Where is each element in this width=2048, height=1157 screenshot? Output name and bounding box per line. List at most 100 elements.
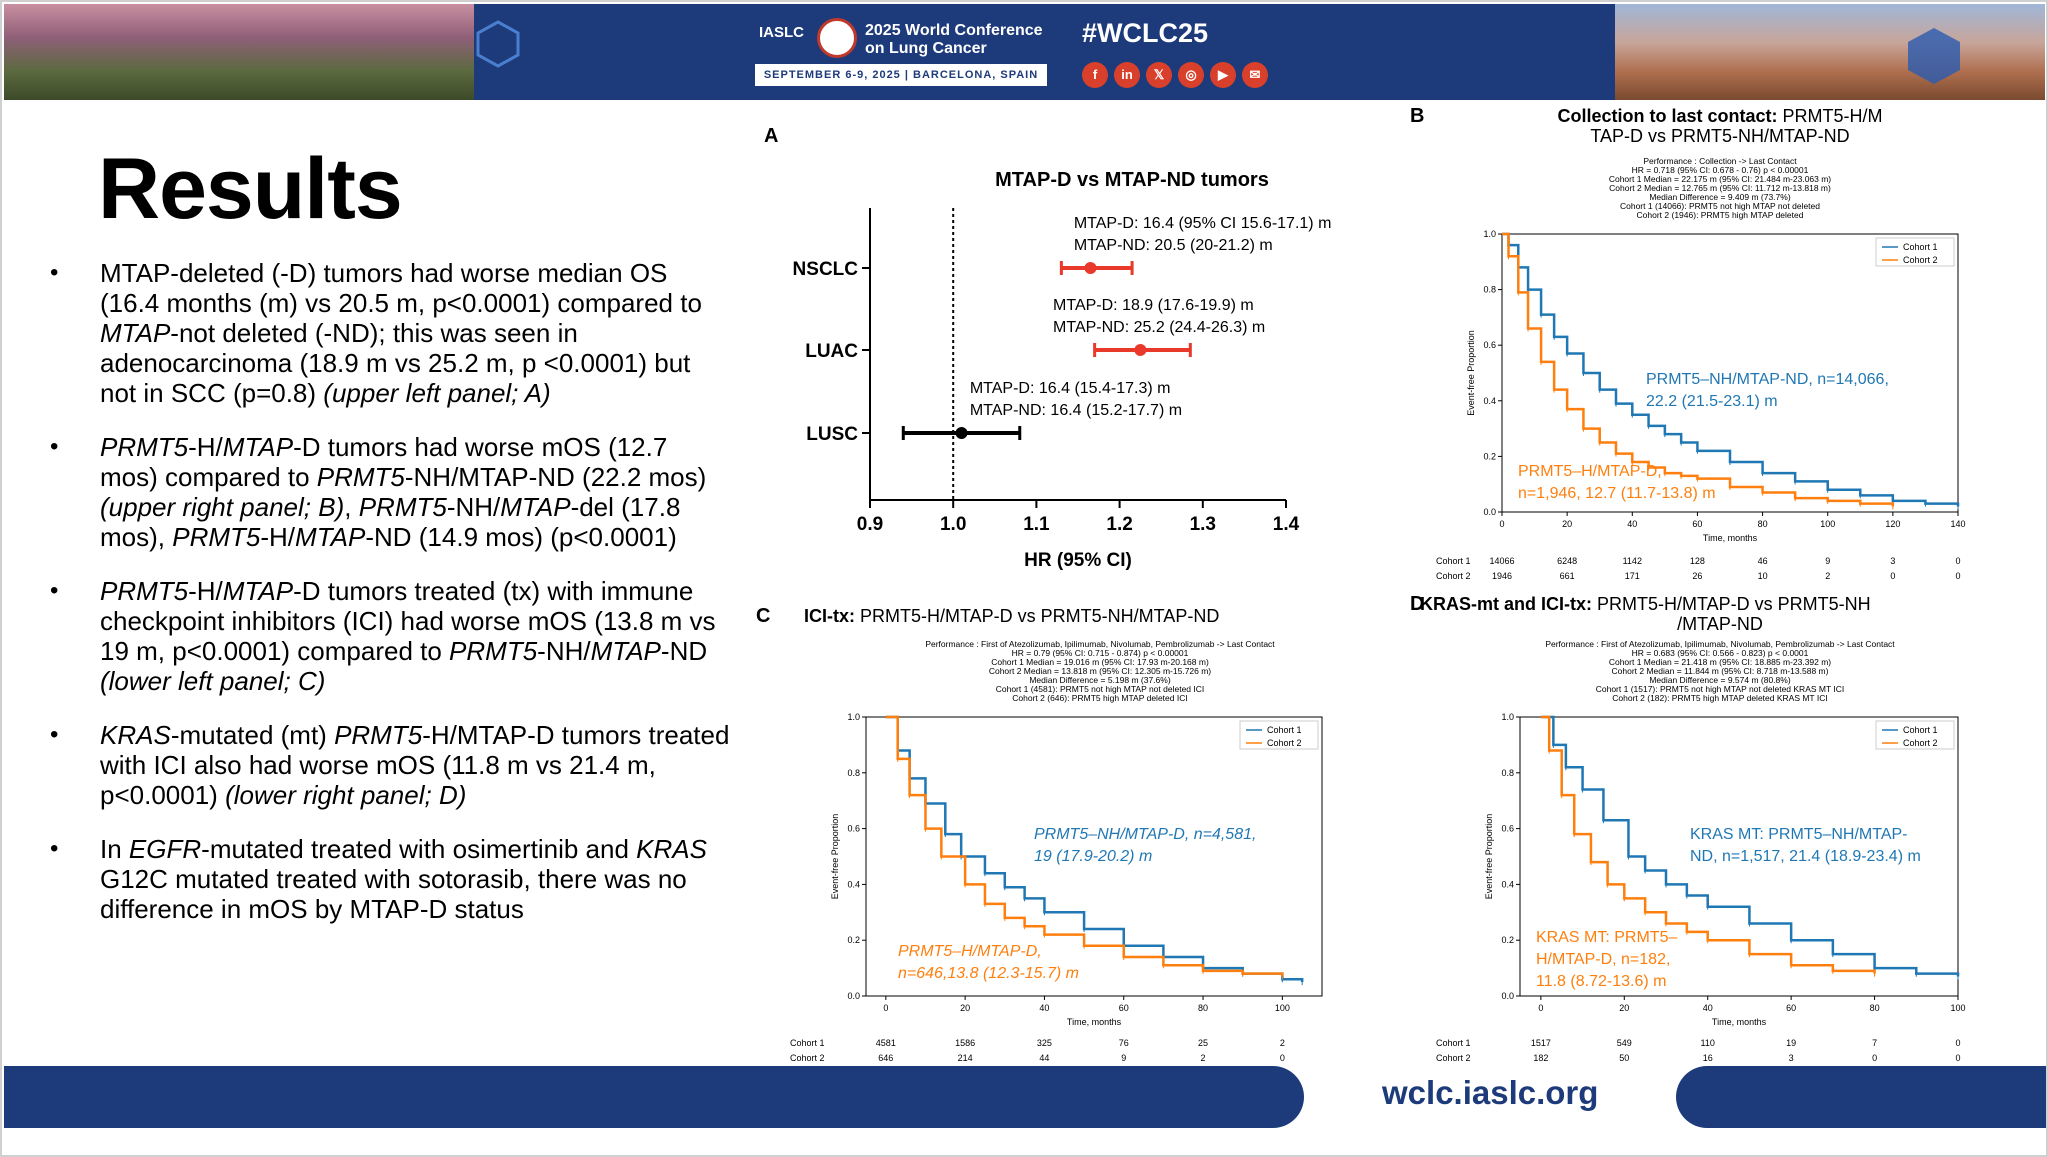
legend-box [1875,720,1955,750]
bullet-text: -NH/ [537,636,591,666]
bullet-item: KRAS-mutated (mt) PRMT5-H/MTAP-D tumors … [50,720,730,810]
hexagon-icon [476,20,520,68]
bullet-text: PRMT5 [172,522,261,552]
x-tick-label: 40 [1627,519,1637,529]
risk-table-value: 4581 [876,1038,896,1048]
x-icon[interactable]: 𝕏 [1146,62,1172,88]
risk-table-value: 1946 [1492,571,1512,581]
x-axis-label: Time, months [1067,1017,1122,1027]
bullet-text: PRMT5 [100,432,189,462]
hr-annotation: MTAP-D: 16.4 (95% CI 15.6-17.1) m [1074,215,1332,232]
y-tick-label: 1.0 [1483,229,1496,239]
risk-table-value: 16 [1703,1053,1713,1063]
chart-title: TAP-D vs PRMT5-NH/MTAP-ND [1590,126,1849,146]
x-tick-label: 20 [1562,519,1572,529]
curve-annotation: n=1,946, 12.7 (11.7-13.8) m [1518,485,1716,502]
footer-url[interactable]: wclc.iaslc.org [1382,1074,1599,1111]
risk-table-value: 76 [1119,1038,1129,1048]
risk-table-value: 14066 [1489,556,1514,566]
curve-annotation: H/MTAP-D, n=182, [1536,951,1670,968]
legend-box [1875,237,1955,267]
bullet-item: MTAP-deleted (-D) tumors had worse media… [50,258,730,408]
bullet-text: EGFR [128,834,202,864]
bullet-text: -NH/ [446,492,501,522]
bullet-text: MTAP [500,492,571,522]
risk-table-value: 10 [1758,571,1768,581]
bullet-text: -mutated (mt) [170,720,335,750]
facebook-icon[interactable]: f [1082,62,1108,88]
bullet-text: , [344,492,359,522]
y-axis-label: Event-free Proportion [1466,330,1476,416]
bullet-text: -not deleted (-ND); this was seen in ade… [100,318,691,408]
panel-label: B [1410,106,1424,127]
risk-table-value: 110 [1701,1038,1715,1048]
social-links: f in 𝕏 ◎ ▶ ✉ [1082,62,1268,88]
stats-line: Median Difference = 9.574 m (80.8%) [1649,675,1791,685]
x-tick-label: 0 [1499,519,1504,529]
conference-dates: SEPTEMBER 6-9, 2025 | BARCELONA, SPAIN [755,64,1047,86]
bullet-text: -D tumors had worse mOS (12.7 mos) compa… [100,432,668,492]
y-tick-label: 0.6 [1483,340,1496,350]
forest-plot-panel-a: A MTAP-D vs MTAP-ND tumors 0.9 1.0 1.1 1.2 1.3… [764,125,1332,571]
x-tick-label: 20 [1619,1003,1629,1013]
curve-annotation: ND, n=1,517, 21.4 (18.9-23.4) m [1690,848,1921,865]
stats-line: Cohort 1 Median = 22.175 m (95% CI: 21.4… [1609,174,1831,184]
y-tick-label: 0.6 [847,824,860,834]
stats-line: Cohort 1 Median = 19.016 m (95% CI: 17.9… [991,657,1209,667]
y-tick-label: 0.4 [1501,879,1514,889]
bullet-text: MTAP [590,636,661,666]
risk-table-value: 7 [1872,1038,1877,1048]
legend-label: Cohort 2 [1903,255,1938,265]
footer-bar-right [1676,1066,2046,1128]
legend-label: Cohort 1 [1903,725,1938,735]
stats-line: Cohort 2 (182): PRMT5 high MTAP deleted … [1612,693,1827,703]
panel-label: C [756,605,770,627]
hr-annotation: MTAP-D: 18.9 (17.6-19.9) m [1053,297,1254,314]
wechat-icon[interactable]: ✉ [1242,62,1268,88]
risk-table-value: 646 [878,1053,893,1063]
risk-table-value: 325 [1037,1038,1052,1048]
x-tick-label: 100 [1950,1003,1965,1013]
risk-table-value: 3 [1789,1053,1794,1063]
bullet-item: PRMT5-H/MTAP-D tumors treated (tx) with … [50,576,730,696]
x-tick-label: 60 [1692,519,1702,529]
hr-annotation: MTAP-ND: 20.5 (20-21.2) m [1074,237,1273,254]
y-axis-label: Event-free Proportion [830,814,840,900]
y-tick-label: 0.8 [1501,768,1514,778]
stats-line: Median Difference = 9.409 m (73.7%) [1649,192,1791,202]
stats-line: HR = 0.718 (95% CI: 0.678 - 0.76) p < 0.… [1632,165,1809,175]
chart-title: Collection to last contact: PRMT5-H/M [1557,106,1882,126]
y-tick-label: 0.0 [1501,991,1514,1001]
row-label: LUAC [805,341,858,362]
bullet-text: MTAP [222,576,294,606]
bullet-text: -H/ [260,522,296,552]
bullet-text: PRMT5 [358,492,447,522]
y-tick-label: 0.0 [1483,507,1496,517]
bullet-text: -H/ [188,432,223,462]
bullet-text: -D tumors treated (tx) with immune check… [100,576,716,666]
bullet-text: -mutated treated with osimertinib and [201,834,637,864]
youtube-icon[interactable]: ▶ [1210,62,1236,88]
instagram-icon[interactable]: ◎ [1178,62,1204,88]
x-tick-label: 60 [1119,1003,1129,1013]
hr-point [955,427,968,439]
stats-line: Cohort 2 (646): PRMT5 high MTAP deleted … [1012,693,1187,703]
x-tick-label: 0 [1538,1003,1543,1013]
panel-label: D [1410,594,1424,615]
km-plot-panel-b: B Collection to last contact: PRMT5-H/MTA… [1410,106,1966,581]
risk-table-value: 25 [1198,1038,1208,1048]
x-tick-label: 80 [1758,519,1768,529]
bullet-text: -NH/MTAP-ND (22.2 mos) [404,462,707,492]
x-tick-label: 1.1 [1023,514,1050,535]
x-axis-label: Time, months [1703,533,1758,543]
curve-annotation: PRMT5–NH/MTAP-ND, n=14,066, [1646,371,1889,388]
curve-annotation: PRMT5–H/MTAP-D, [1518,463,1662,480]
risk-table-value: 3 [1890,556,1895,566]
risk-table-value: 128 [1690,556,1705,566]
x-tick-label: 40 [1039,1003,1049,1013]
linkedin-icon[interactable]: in [1114,62,1140,88]
page-title: Results [98,141,403,237]
bullet-text: MTAP-deleted (-D) tumors had worse media… [100,258,702,318]
